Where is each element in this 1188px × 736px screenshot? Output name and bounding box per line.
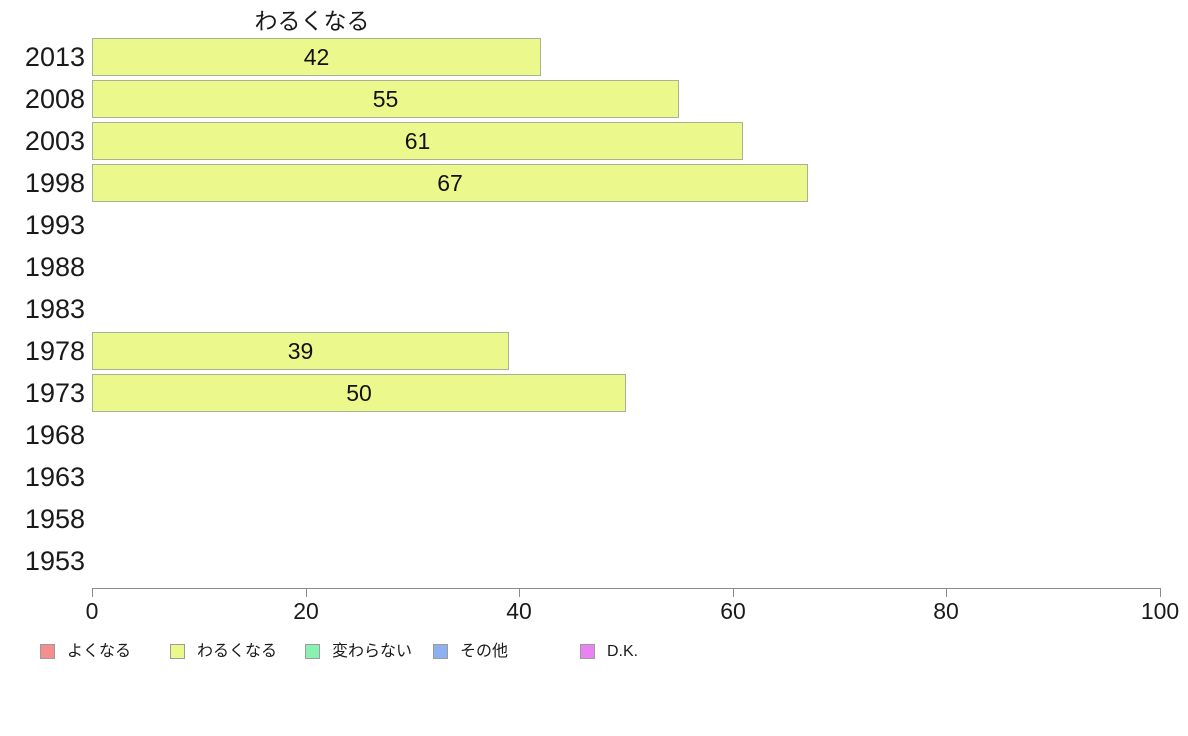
bar-1973: 50	[92, 374, 626, 412]
y-category-label: 1993	[24, 210, 85, 240]
chart-title: わるくなる	[254, 8, 370, 34]
y-category-label: 2013	[24, 42, 85, 72]
y-category-label: 2008	[24, 84, 85, 114]
y-category-label: 1988	[24, 252, 85, 282]
y-category-label: 2003	[24, 126, 85, 156]
y-category-label: 1978	[24, 336, 85, 366]
x-tick	[306, 588, 307, 597]
bar-value-label: 42	[303, 44, 330, 70]
x-tick-label: 60	[720, 598, 746, 624]
legend-swatch-icon	[305, 644, 320, 659]
x-tick	[1160, 588, 1161, 597]
x-tick	[733, 588, 734, 597]
x-tick-label: 20	[293, 598, 319, 624]
legend-swatch-icon	[580, 644, 595, 659]
legend-label: D.K.	[607, 643, 639, 660]
x-axis-line	[92, 588, 1161, 589]
y-category-label: 1958	[24, 504, 85, 534]
y-category-label: 1998	[24, 168, 85, 198]
bar-2003: 61	[92, 122, 743, 160]
bar-value-label: 67	[437, 170, 463, 196]
bar-2008: 55	[92, 80, 679, 118]
legend-label: 変わらない	[332, 643, 413, 660]
bar-value-label: 39	[287, 338, 314, 364]
legend-label: その他	[460, 643, 509, 660]
x-tick	[519, 588, 520, 597]
bar-1978: 39	[92, 332, 509, 370]
legend-label: よくなる	[67, 643, 132, 660]
x-tick-label: 80	[933, 598, 959, 624]
legend-label: わるくなる	[197, 643, 278, 660]
y-category-label: 1983	[24, 294, 85, 324]
bar-value-label: 61	[404, 128, 431, 154]
bar-value-label: 55	[372, 86, 399, 112]
x-tick-label: 100	[1140, 598, 1180, 624]
bar-2013: 42	[92, 38, 541, 76]
bar-value-label: 50	[346, 380, 372, 406]
legend-swatch-icon	[170, 644, 185, 659]
x-tick-label: 40	[506, 598, 532, 624]
x-tick	[92, 588, 93, 597]
x-tick	[946, 588, 947, 597]
y-category-label: 1953	[24, 546, 85, 576]
y-category-label: 1963	[24, 462, 85, 492]
x-tick-label: 0	[85, 598, 99, 624]
bar-1998: 67	[92, 164, 808, 202]
legend-swatch-icon	[433, 644, 448, 659]
legend-swatch-icon	[40, 644, 55, 659]
y-category-label: 1968	[24, 420, 85, 450]
y-category-label: 1973	[24, 378, 85, 408]
